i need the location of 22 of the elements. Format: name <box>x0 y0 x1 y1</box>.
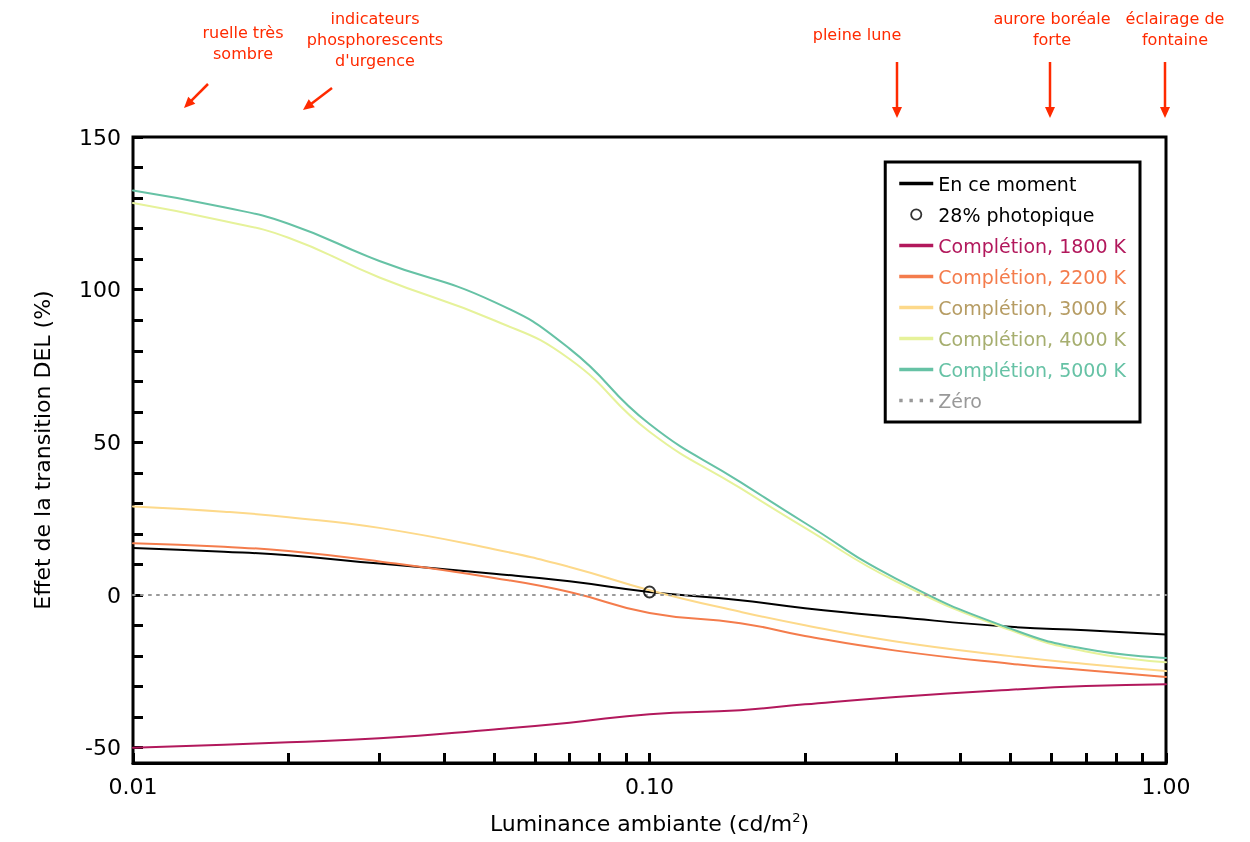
y-tick-label: 50 <box>93 429 121 455</box>
text: indicateurs phosphorescents d'urgence <box>306 9 444 70</box>
legend-label: Complétion, 5000 K <box>938 358 1127 381</box>
legend-label: En ce moment <box>938 172 1077 195</box>
legend-label: Zéro <box>938 389 982 412</box>
y-tick-label: 150 <box>79 124 121 150</box>
y-tick-label: -50 <box>85 735 121 761</box>
x-tick-label: 1.00 <box>1141 773 1191 799</box>
legend-label: 28% photopique <box>938 203 1095 226</box>
text: aurore boréale forte <box>993 9 1111 49</box>
y-tick-label: 100 <box>79 277 121 303</box>
legend-label: Complétion, 1800 K <box>938 234 1127 257</box>
y-tick-label: 0 <box>107 582 121 608</box>
x-tick-label: 0.10 <box>625 773 674 799</box>
text: pleine lune <box>811 24 903 45</box>
y-axis-title: Effet de la transition DEL (%) <box>29 290 55 610</box>
x-tick-label: 0.01 <box>108 773 158 799</box>
text: éclairage de fontaine <box>1125 9 1225 49</box>
legend-label: Complétion, 2200 K <box>938 265 1127 288</box>
text: ruelle très sombre <box>202 23 284 63</box>
legend-label: Complétion, 4000 K <box>938 327 1127 350</box>
legend-label: Complétion, 3000 K <box>938 296 1127 319</box>
